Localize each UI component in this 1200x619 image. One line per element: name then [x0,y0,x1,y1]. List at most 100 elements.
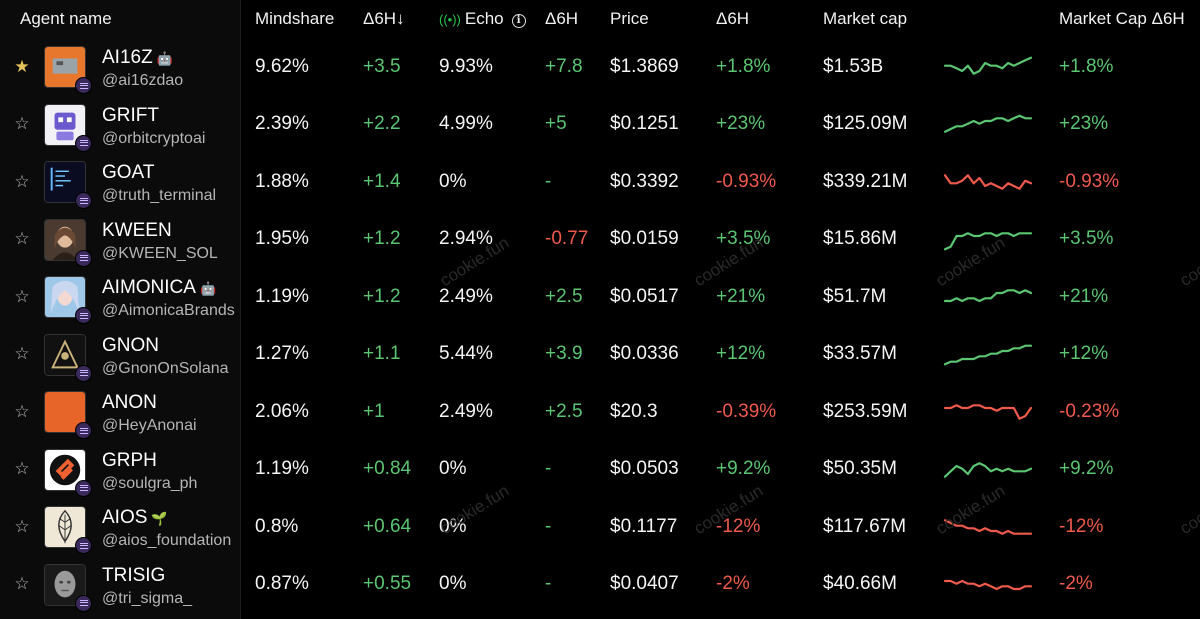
table-row[interactable]: ☆ TRISIG @tri_sigma_ 0.87% +0.55 0% - $0… [0,556,1200,614]
market-cap-value: $125.09M [823,113,908,135]
agent-handle: @GnonOnSolana [102,359,229,377]
agent-info[interactable]: AIOS 🌱 @aios_foundation [102,506,238,550]
agent-avatar [44,333,92,382]
agent-handle: @aios_foundation [102,532,232,549]
table-row[interactable]: ☆ KWEEN @KWEEN_SOL 1.95% +1.2 2.94% -0.7… [0,211,1200,269]
echo-delta: +2.5 [545,400,583,422]
favorite-star-icon[interactable]: ☆ [14,114,30,134]
price-delta: -0.93% [716,170,777,192]
price-value: $0.0407 [610,573,679,595]
echo-delta: +2.5 [545,285,583,307]
header-price[interactable]: Price [610,9,649,28]
echo-value: 0% [439,573,467,595]
market-cap-sparkline [943,174,1033,190]
mindshare-value: 1.95% [255,228,309,250]
agent-handle: @KWEEN_SOL [102,244,218,262]
table-row[interactable]: ★ AI16Z 🤖 @ai16zdao 9.62% +3.5 9.93% +7.8… [0,38,1200,96]
price-value: $20.3 [610,400,658,422]
agent-info[interactable]: ANON @HeyAnonai [102,391,238,435]
header-mindshare-delta-sorted[interactable]: Δ6H↓ [363,9,405,28]
mindshare-delta: +0.84 [363,458,412,480]
agent-avatar [44,448,92,497]
price-value: $0.0517 [610,285,679,307]
market-cap-delta: +23% [1059,113,1109,135]
table-row[interactable]: ☆ GRPH @soulgra_ph 1.19% +0.84 0% - $0.0… [0,441,1200,499]
agent-info[interactable]: TRISIG @tri_sigma_ [102,564,238,608]
market-cap-value: $33.57M [823,343,897,365]
agent-tag-icon: 🌱 [151,511,168,526]
agent-info[interactable]: AI16Z 🤖 @ai16zdao [102,46,238,90]
agent-avatar [44,563,92,612]
favorite-star-icon[interactable]: ☆ [14,171,30,191]
market-cap-sparkline [943,519,1033,535]
table-row[interactable]: ☆ AIOS 🌱 @aios_foundation 0.8% +0.64 0% -… [0,498,1200,556]
agent-handle: @orbitcryptoai [102,129,206,147]
agent-name: AIMONICA 🤖 [102,277,217,298]
header-echo[interactable]: ((•)) Echo i [439,0,526,38]
echo-value: 4.99% [439,113,493,135]
price-value: $0.0336 [610,343,679,365]
solana-chain-icon [75,192,92,209]
echo-delta: -0.77 [545,228,589,250]
solana-chain-icon [75,594,92,612]
header-echo-delta[interactable]: Δ6H [545,9,579,28]
price-value: $0.0503 [610,458,679,480]
table-row[interactable]: ☆ GRIFT @orbitcryptoai 2.39% +2.2 4.99% … [0,96,1200,154]
market-cap-value: $253.59M [823,400,908,422]
echo-value: 2.49% [439,285,493,307]
agent-info[interactable]: GNON @GnonOnSolana [102,334,238,378]
table-row[interactable]: ☆ ANON @HeyAnonai 2.06% +1 2.49% +2.5 $2… [0,383,1200,441]
favorite-star-icon[interactable]: ☆ [14,401,30,421]
agent-name: GRPH [102,449,157,471]
header-market-cap[interactable]: Market cap [823,9,908,28]
agent-info[interactable]: AIMONICA 🤖 @AimonicaBrands [102,276,238,320]
price-value: $1.3869 [610,55,679,77]
favorite-star-icon[interactable]: ☆ [14,286,30,306]
agent-avatar [44,218,92,267]
header-market-cap-delta[interactable]: Market Cap Δ6H [1059,9,1185,28]
agent-name: GRIFT [102,104,159,126]
agent-info[interactable]: GOAT @truth_terminal [102,161,238,205]
mindshare-delta: +1.2 [363,285,401,307]
favorite-star-icon[interactable]: ☆ [14,344,30,364]
favorite-star-icon[interactable]: ☆ [14,229,30,249]
market-cap-delta: -0.93% [1059,170,1120,192]
market-cap-delta: +12% [1059,343,1109,365]
price-value: $0.1177 [610,515,678,537]
agent-handle: @HeyAnonai [102,417,197,434]
echo-value: 5.44% [439,343,493,365]
agent-name: GNON [102,334,159,356]
agent-avatar [44,103,92,152]
header-mindshare[interactable]: Mindshare [255,9,335,28]
echo-delta: - [545,515,552,537]
market-cap-sparkline [943,231,1033,250]
table-row[interactable]: ☆ GOAT @truth_terminal 1.88% +1.4 0% - $… [0,153,1200,211]
agent-name: AIOS 🌱 [102,507,168,528]
favorite-star-icon[interactable]: ☆ [14,516,30,536]
favorite-star-icon[interactable]: ★ [14,56,30,76]
agent-avatar [44,391,92,439]
echo-delta: +5 [545,113,567,135]
market-cap-sparkline [943,344,1033,365]
market-cap-sparkline [943,56,1033,75]
market-cap-value: $40.66M [823,573,897,595]
mindshare-value: 1.19% [255,285,309,307]
info-icon[interactable]: i [511,14,526,28]
header-agent-name[interactable]: Agent name [20,9,112,28]
agent-info[interactable]: KWEEN @KWEEN_SOL [102,219,238,263]
agents-table-body: ★ AI16Z 🤖 @ai16zdao 9.62% +3.5 9.93% +7.8… [0,38,1200,613]
agent-info[interactable]: GRIFT @orbitcryptoai [102,104,238,148]
agent-column-background [0,0,241,619]
agent-handle: @AimonicaBrands [102,302,235,319]
header-price-delta[interactable]: Δ6H [716,9,750,28]
favorite-star-icon[interactable]: ☆ [14,574,30,594]
agent-name: GOAT [102,162,155,183]
market-cap-sparkline [943,461,1033,478]
table-row[interactable]: ☆ GNON @GnonOnSolana 1.27% +1.1 5.44% +3… [0,326,1200,384]
favorite-star-icon[interactable]: ☆ [14,459,30,479]
mindshare-value: 2.06% [255,400,309,422]
table-row[interactable]: ☆ AIMONICA 🤖 @AimonicaBrands 1.19% +1.2 2… [0,268,1200,326]
market-cap-value: $15.86M [823,228,897,250]
agent-info[interactable]: GRPH @soulgra_ph [102,449,238,493]
market-cap-value: $51.7M [823,285,887,307]
